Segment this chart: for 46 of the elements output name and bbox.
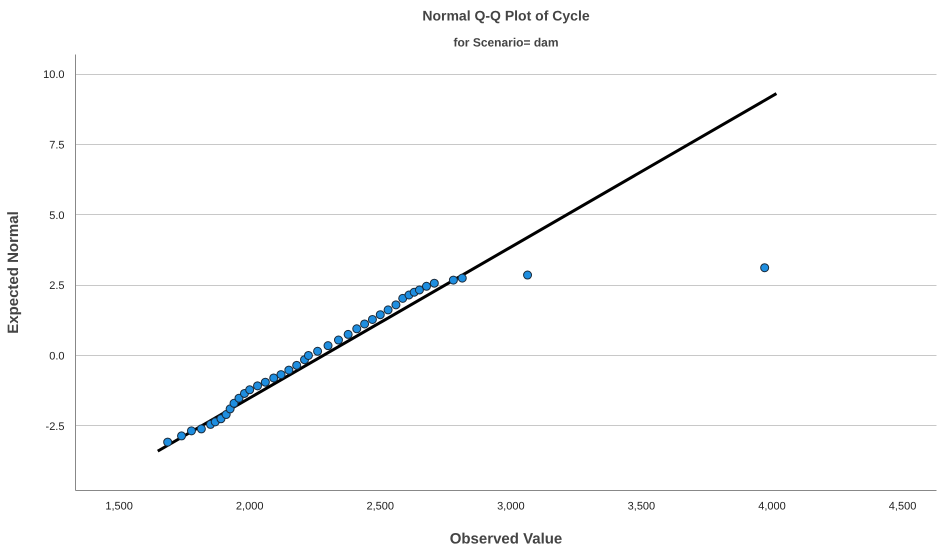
point — [260, 378, 270, 387]
point — [760, 263, 770, 272]
point — [163, 438, 172, 447]
point — [376, 310, 385, 320]
point — [458, 274, 467, 283]
point — [523, 270, 532, 280]
point — [177, 431, 186, 440]
point — [284, 366, 294, 375]
x-tick-label: 2,000 — [236, 500, 264, 512]
y-tick-label: 0.0 — [49, 350, 65, 362]
point — [276, 370, 286, 380]
point — [253, 381, 262, 390]
x-tick-label: 4,000 — [758, 500, 786, 512]
point — [292, 360, 302, 370]
y-tick-label: 10.0 — [43, 69, 65, 82]
y-tick-label: 7.5 — [49, 140, 65, 152]
point — [391, 300, 400, 310]
point — [304, 350, 313, 360]
chart-title: Normal Q-Q Plot of Cycle — [422, 8, 590, 24]
point — [324, 341, 333, 350]
point — [360, 319, 370, 328]
point — [344, 330, 353, 339]
point — [186, 426, 196, 436]
point — [414, 285, 424, 294]
point — [422, 282, 431, 291]
y-tick-label: 5.0 — [49, 210, 65, 222]
point — [384, 305, 393, 314]
y-axis-title: Expected Normal — [5, 211, 22, 334]
point — [269, 373, 278, 382]
point — [448, 276, 458, 285]
x-axis-title: Observed Value — [450, 530, 562, 548]
x-tick-label: 3,000 — [497, 500, 525, 512]
point — [334, 336, 343, 344]
point — [245, 385, 254, 394]
x-tick-label: 1,500 — [105, 500, 133, 512]
point — [352, 324, 362, 334]
chart-subtitle: for Scenario= dam — [453, 36, 559, 50]
point — [196, 424, 206, 434]
y-tick-label: -2.5 — [46, 420, 65, 433]
x-tick-label: 3,500 — [628, 500, 656, 512]
point — [313, 346, 322, 356]
x-tick-label: 2,500 — [366, 500, 394, 512]
point — [430, 278, 439, 288]
x-tick-label: 4,500 — [888, 500, 916, 512]
y-tick-label: 2.5 — [49, 280, 65, 292]
point — [368, 314, 377, 324]
